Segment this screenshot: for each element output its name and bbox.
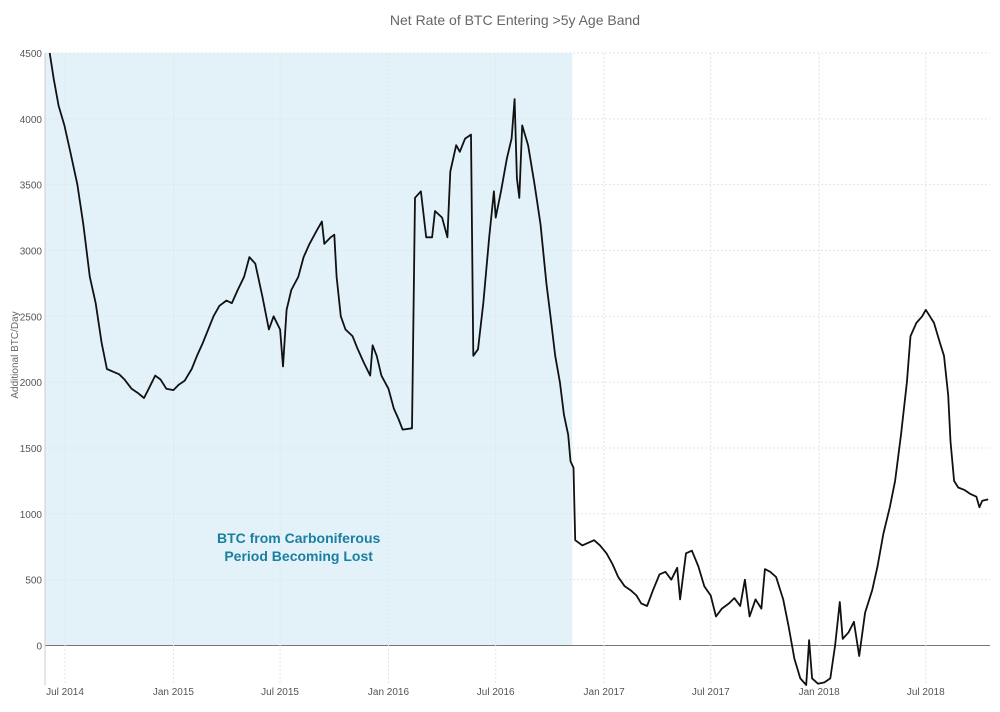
y-tick-label-3: 1500 [20, 444, 43, 455]
y-tick-label-9: 4500 [20, 49, 43, 60]
y-axis-label: Additional BTC/Day [10, 311, 21, 398]
x-tick-label-8: Jul 2018 [907, 687, 945, 698]
y-tick-label-1: 500 [25, 576, 42, 587]
y-tick-label-4: 2000 [20, 378, 43, 389]
x-tick-label-6: Jul 2017 [692, 687, 730, 698]
y-tick-label-0: 0 [36, 642, 42, 653]
x-tick-label-0: Jul 2014 [46, 687, 84, 698]
series-line-0 [48, 52, 989, 686]
y-tick-label-8: 4000 [20, 115, 43, 126]
shaded-region [45, 53, 573, 646]
y-tick-label-5: 2500 [20, 312, 43, 323]
gridlines [45, 52, 990, 685]
region-label-line-1: Period Becoming Lost [224, 548, 373, 564]
y-tick-label-6: 3000 [20, 247, 43, 258]
x-tick-label-1: Jan 2015 [153, 687, 195, 698]
x-tick-label-2: Jul 2015 [261, 687, 299, 698]
shaded-region-layer [45, 53, 573, 646]
chart-title: Net Rate of BTC Entering >5y Age Band [390, 12, 640, 28]
x-tick-label-3: Jan 2016 [368, 687, 410, 698]
axes: 0 500 1000 1500 2000 2500 3000 3500 4000 4500 Jul … [20, 49, 945, 698]
x-tick-label-4: Jul 2016 [477, 687, 515, 698]
region-label-line-0: BTC from Carboniferous [217, 530, 381, 546]
line-layer [48, 52, 989, 686]
y-tick-label-2: 1000 [20, 510, 43, 521]
annotation-layer: BTC from Carboniferous Period Becoming Lo… [217, 530, 381, 564]
y-tick-label-7: 3500 [20, 181, 43, 192]
x-tick-label-5: Jan 2017 [584, 687, 626, 698]
x-tick-label-7: Jan 2018 [799, 687, 841, 698]
